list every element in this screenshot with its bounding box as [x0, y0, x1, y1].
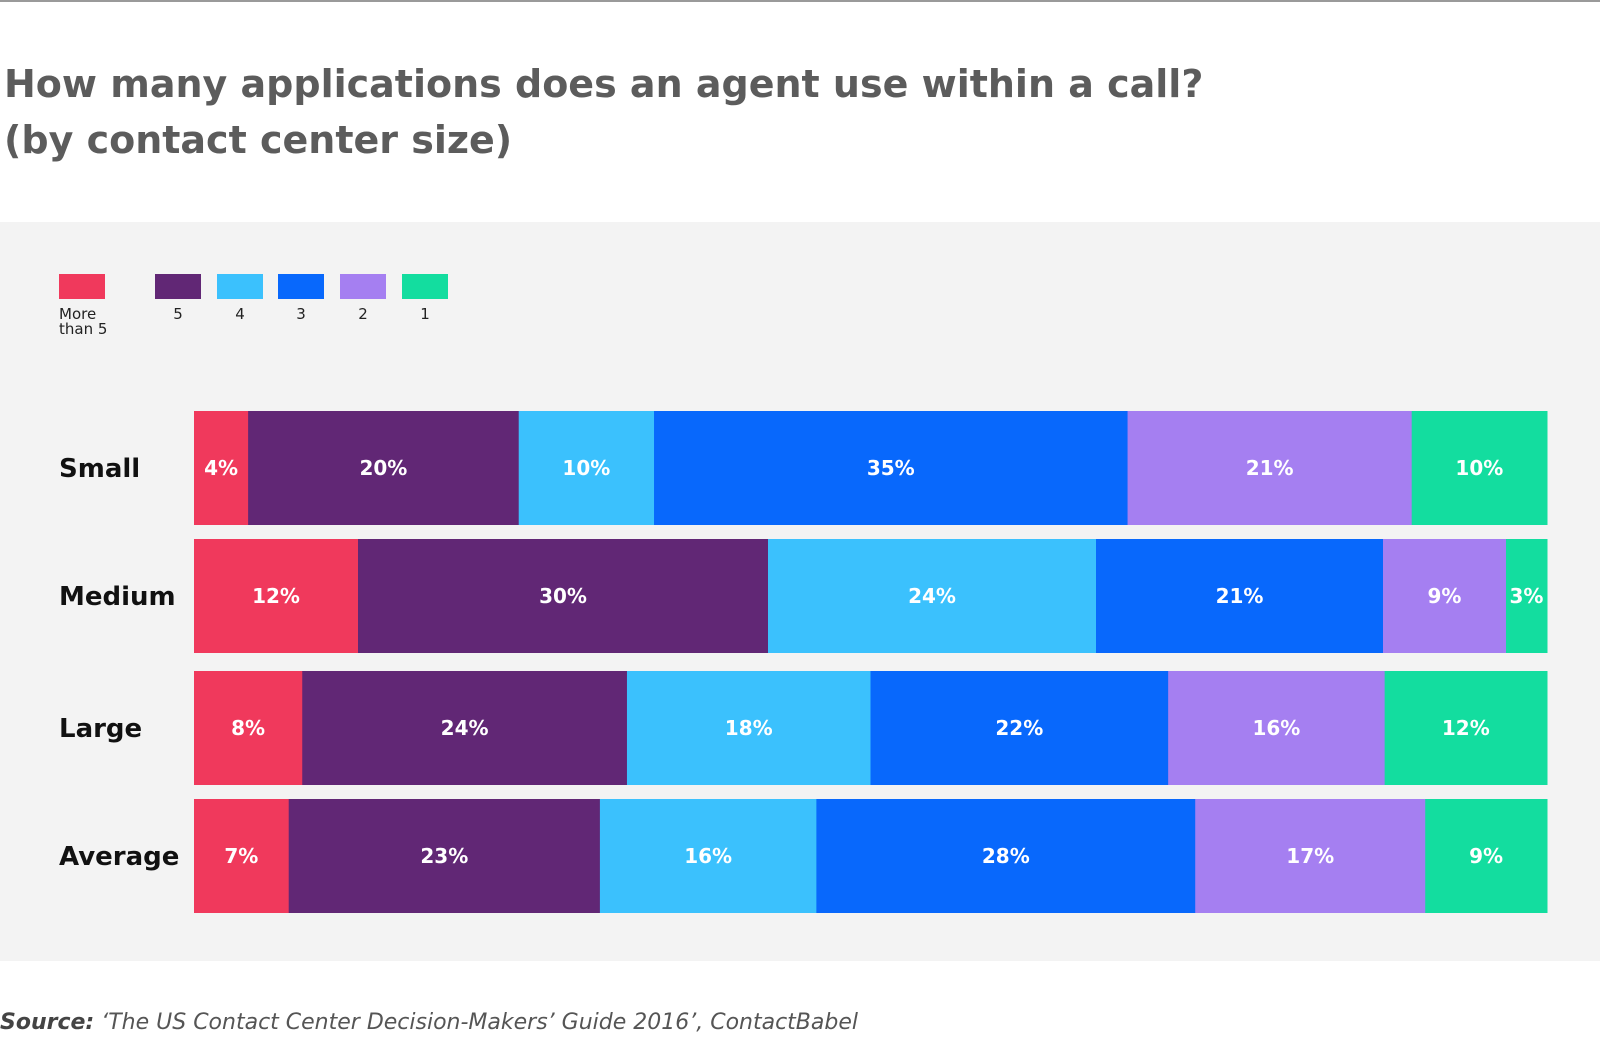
- bar-segment: [599, 799, 817, 913]
- data-label: 24%: [908, 584, 956, 608]
- bar-segment: [1425, 799, 1548, 913]
- legend-label: 2: [358, 305, 368, 323]
- data-label: 21%: [1246, 456, 1294, 480]
- source-note: Source: ‘The US Contact Center Decision-…: [0, 1010, 858, 1035]
- bar-segment: [194, 671, 303, 785]
- bar-segment: [768, 539, 1097, 653]
- bar-segment: [654, 411, 1129, 525]
- data-label: 18%: [725, 716, 773, 740]
- legend-label: 5: [173, 305, 183, 323]
- category-label: Large: [59, 714, 142, 744]
- bar-segment: [1195, 799, 1426, 913]
- data-label: 7%: [224, 844, 258, 868]
- legend-item: More than 5: [59, 274, 107, 337]
- legend-swatch: [402, 274, 448, 299]
- source-text: ‘The US Contact Center Decision-Makers’ …: [94, 1010, 858, 1035]
- chart-title-line1: How many applications does an agent use …: [4, 62, 1204, 106]
- source-prefix: Source:: [0, 1010, 95, 1035]
- data-label: 12%: [252, 584, 300, 608]
- data-label: 9%: [1428, 584, 1462, 608]
- bar-segment: [1383, 539, 1507, 653]
- legend-label: 3: [296, 305, 306, 323]
- data-label: 8%: [231, 716, 265, 740]
- data-label: 10%: [1455, 456, 1503, 480]
- bar-segment: [1506, 539, 1548, 653]
- legend-swatch: [278, 274, 324, 299]
- legend: More than 5 5 4 3 2 1: [0, 222, 600, 337]
- legend-item: 1: [402, 274, 448, 322]
- data-label: 16%: [1252, 716, 1300, 740]
- legend-label: More than 5: [59, 305, 108, 338]
- bar-segment: [248, 411, 520, 525]
- bar-segment: [302, 671, 628, 785]
- legend-label: 4: [235, 305, 245, 323]
- data-label: 20%: [359, 456, 407, 480]
- data-label: 10%: [562, 456, 610, 480]
- legend-swatch: [59, 274, 105, 299]
- legend-label: 1: [420, 305, 430, 323]
- top-rule: [0, 0, 1600, 2]
- bar-segment: [358, 539, 769, 653]
- legend-item: 5: [155, 274, 201, 322]
- data-label: 21%: [1216, 584, 1264, 608]
- chart-panel: More than 5 5 4 3 2 1 Small 4% 20% 10% 35% 21% 10% M…: [0, 222, 1600, 961]
- bar-segment: [1127, 411, 1413, 525]
- legend-swatch: [340, 274, 386, 299]
- legend-swatch: [155, 274, 201, 299]
- category-label: Average: [59, 842, 179, 872]
- bar-segment: [1096, 539, 1384, 653]
- data-label: 9%: [1469, 844, 1503, 868]
- data-label: 22%: [995, 716, 1043, 740]
- data-label: 24%: [441, 716, 489, 740]
- data-label: 35%: [867, 456, 915, 480]
- bar-segment: [194, 799, 290, 913]
- data-label: 12%: [1442, 716, 1490, 740]
- bar-segment: [870, 671, 1169, 785]
- data-label: 16%: [684, 844, 732, 868]
- bar-segment: [194, 411, 249, 525]
- bar-segment: [518, 411, 655, 525]
- category-label: Medium: [59, 582, 176, 612]
- bar-segment: [288, 799, 601, 913]
- data-label: 30%: [539, 584, 587, 608]
- bar-segment: [1168, 671, 1386, 785]
- chart-title: How many applications does an agent use …: [4, 56, 1504, 168]
- bar-segment: [1411, 411, 1548, 525]
- bar-segment: [1384, 671, 1548, 785]
- bar-segment: [626, 671, 871, 785]
- stacked-bar-chart: Small 4% 20% 10% 35% 21% 10% Medium 12% 30% 24% 21%…: [59, 411, 1548, 913]
- legend-swatch: [217, 274, 263, 299]
- data-label: 4%: [204, 456, 238, 480]
- legend-item: 4: [217, 274, 263, 322]
- data-label: 23%: [420, 844, 468, 868]
- category-label: Small: [59, 454, 140, 484]
- bar-segment: [194, 539, 359, 653]
- data-label: 17%: [1286, 844, 1334, 868]
- legend-item: 3: [278, 274, 324, 322]
- data-label: 28%: [982, 844, 1030, 868]
- data-label: 3%: [1510, 584, 1544, 608]
- bar-segment: [816, 799, 1196, 913]
- legend-item: 2: [340, 274, 386, 322]
- chart-title-line2: (by contact center size): [4, 118, 513, 162]
